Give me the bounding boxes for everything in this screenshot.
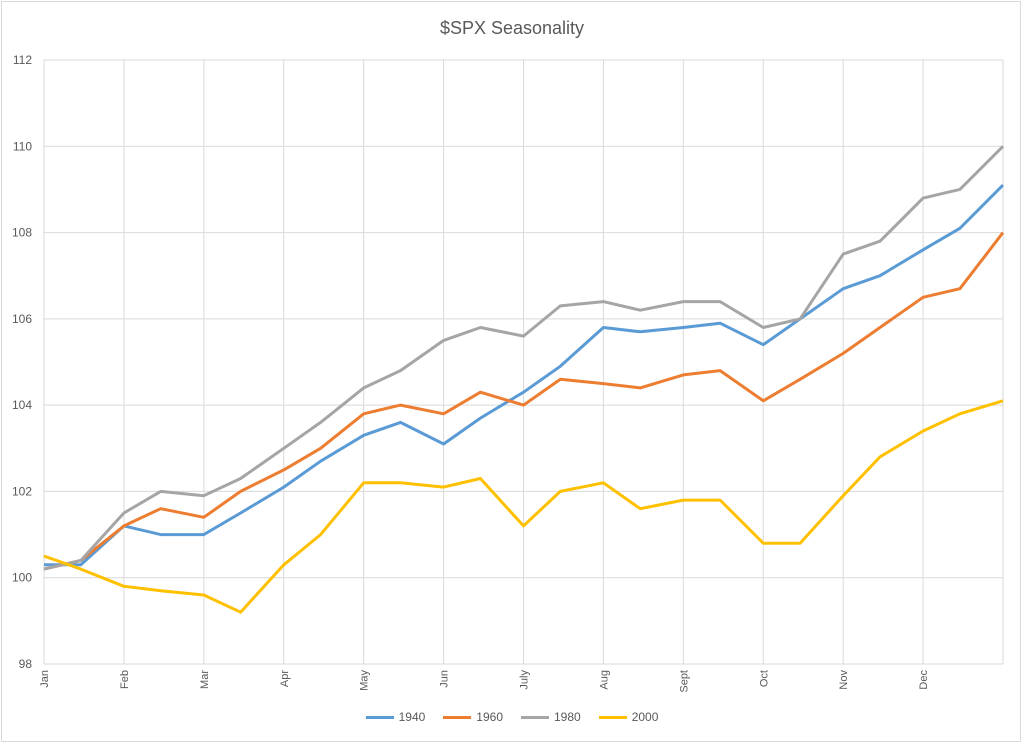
legend-label: 1940 (398, 710, 426, 724)
legend-label: 2000 (631, 710, 659, 724)
series-line-1960 (43, 231, 1005, 571)
legend-label: 1980 (554, 710, 581, 724)
x-tick-label: July (519, 670, 531, 690)
series-line-1980 (43, 145, 1005, 571)
legend-swatch (443, 715, 472, 719)
y-tick-label: 108 (12, 226, 32, 240)
x-tick-label: Oct (758, 670, 770, 687)
legend-item-1940: 1940 (365, 710, 426, 724)
legend-swatch (365, 715, 394, 719)
legend-item-1960: 1960 (443, 710, 503, 724)
y-tick-label: 98 (19, 657, 33, 671)
y-tick-label: 104 (12, 398, 32, 412)
legend: 1940 1960 1980 2000 (0, 710, 1024, 724)
series-line-2000 (43, 399, 1004, 614)
x-tick-label: Aug (598, 670, 610, 690)
x-tick-label: Jan (39, 670, 51, 688)
chart-title: $SPX Seasonality (439, 18, 585, 38)
x-tick-label: Nov (838, 670, 850, 690)
legend-item-2000: 2000 (598, 710, 659, 724)
y-tick-label: 106 (12, 312, 32, 326)
legend-item-1980: 1980 (521, 710, 581, 724)
y-tick-label: 102 (12, 484, 32, 498)
series-line-1940 (44, 184, 1005, 567)
legend-label: 1960 (476, 710, 503, 724)
x-tick-label: Sept (678, 670, 690, 693)
legend-swatch (521, 715, 549, 719)
x-tick-label: Dec (918, 670, 930, 690)
y-tick-label: 100 (12, 571, 32, 585)
x-tick-label: May (359, 670, 371, 691)
x-tick-label: Apr (279, 670, 291, 687)
y-tick-label: 112 (13, 53, 32, 67)
legend-swatch (598, 715, 627, 719)
y-tick-label: 110 (13, 139, 32, 153)
x-tick-label: Jun (439, 670, 451, 688)
x-tick-label: Mar (199, 670, 211, 689)
x-tick-label: Feb (119, 670, 131, 689)
